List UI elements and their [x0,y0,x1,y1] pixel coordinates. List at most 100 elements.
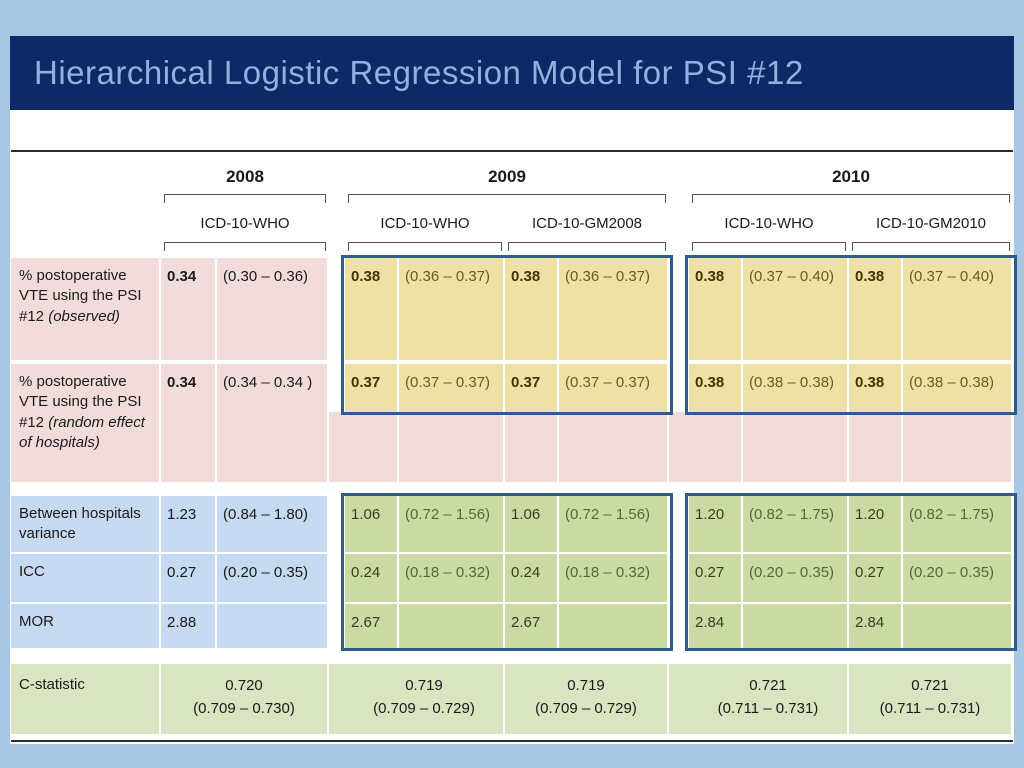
random-2010gm-ci: (0.38 – 0.38) [903,364,1013,482]
observed-2009who-est: 0.38 [345,258,399,360]
variance-2009gm-ci: (0.72 – 1.56) [559,496,669,552]
random-2008-ci: (0.34 – 0.34 ) [217,364,329,482]
icc-2010gm-est: 0.27 [849,554,903,602]
row-label-variance: Between hospitals variance [11,496,161,552]
variance-2010who-ci: (0.82 – 1.75) [743,496,849,552]
mor-2009gm-est: 2.67 [505,604,559,648]
cstat-2010gm-est: 0.721 [911,677,949,694]
cstat-2009who-est: 0.719 [405,677,443,694]
column-header-2010-who: ICD-10-WHO [724,215,814,232]
mor-2010gm-est: 2.84 [849,604,903,648]
row-label-random-effect-note: (random effect of hospitals) [19,413,145,451]
variance-2009who-ci: (0.72 – 1.56) [399,496,505,552]
icc-2008-ci: (0.20 – 0.35) [217,554,329,602]
random-2009who-ci: (0.37 – 0.37) [399,364,505,482]
observed-2010who-ci: (0.37 – 0.40) [743,258,849,360]
icc-2009who-est: 0.24 [345,554,399,602]
column-header-2010-gm: ICD-10-GM2010 [875,215,987,232]
variance-2008-est: 1.23 [161,496,217,552]
cstat-2008: 0.720 (0.709 – 0.730) [161,664,329,734]
cstat-2010who-ci: (0.711 – 0.731) [717,699,819,717]
icc-2009gm-est: 0.24 [505,554,559,602]
row-label-observed-text: % postoperative VTE using the PSI #12 [19,267,142,325]
observed-2010who-est: 0.38 [689,258,743,360]
observed-2008-ci: (0.30 – 0.36) [217,258,329,360]
column-bracket-2010-gm [852,242,1010,251]
column-header-2008-who: ICD-10-WHO [200,215,290,232]
row-gap [329,364,345,482]
results-table: 2008 2009 2010 ICD-10-WHO ICD-10-WHO ICD… [11,158,1017,734]
icc-2010gm-ci: (0.20 – 0.35) [903,554,1013,602]
mor-2009who-ci [399,604,505,648]
icc-2009gm-ci: (0.18 – 0.32) [559,554,669,602]
row-label-observed-note: (observed) [48,307,120,325]
mor-2010gm-ci [903,604,1013,648]
mor-2009who-est: 2.67 [345,604,399,648]
year-header-2008: 2008 [226,167,264,186]
row-label-c-statistic: C-statistic [11,664,161,734]
table-top-rule [11,150,1013,152]
random-2010gm-est: 0.38 [849,364,903,482]
observed-2010gm-est: 0.38 [849,258,903,360]
mor-2008-ci [217,604,329,648]
year-header-2010: 2010 [832,167,870,186]
year-bracket-2008 [164,194,326,203]
row-label-random-effect: % postoperative VTE using the PSI #12 (r… [11,364,161,482]
random-2010who-ci: (0.38 – 0.38) [743,364,849,482]
column-bracket-2008-who [164,242,326,251]
cstat-2009gm: 0.719 (0.709 – 0.729) [505,664,669,734]
cstat-2009gm-est: 0.719 [567,677,605,694]
observed-2008-est: 0.34 [161,258,217,360]
slide-content: 2008 2009 2010 ICD-10-WHO ICD-10-WHO ICD… [10,110,1017,744]
column-bracket-2009-gm [508,242,666,251]
random-2008-est: 0.34 [161,364,217,482]
year-bracket-2010 [692,194,1010,203]
variance-2010gm-ci: (0.82 – 1.75) [903,496,1013,552]
cstat-2009who-ci: (0.709 – 0.729) [373,699,475,717]
title-bar: Hierarchical Logistic Regression Model f… [10,36,1014,110]
cstat-2008-ci: (0.709 – 0.730) [193,699,295,717]
cstat-2010gm: 0.721 (0.711 – 0.731) [849,664,1013,734]
cstat-2010who-est: 0.721 [749,677,787,694]
variance-2010who-est: 1.20 [689,496,743,552]
icc-2010who-est: 0.27 [689,554,743,602]
slide-title: Hierarchical Logistic Regression Model f… [34,54,804,91]
table-bottom-rule [11,740,1013,742]
observed-2009gm-est: 0.38 [505,258,559,360]
mor-2010who-est: 2.84 [689,604,743,648]
mor-2010who-ci [743,604,849,648]
icc-2010who-ci: (0.20 – 0.35) [743,554,849,602]
row-gap [669,364,689,482]
variance-2008-ci: (0.84 – 1.80) [217,496,329,552]
row-label-icc: ICC [11,554,161,602]
variance-2009who-est: 1.06 [345,496,399,552]
c-statistic-band [11,664,1013,734]
cstat-2010who: 0.721 (0.711 – 0.731) [689,664,849,734]
row-label-mor: MOR [11,604,161,648]
cstat-2009gm-ci: (0.709 – 0.729) [535,699,637,717]
year-header-2009: 2009 [488,167,526,186]
icc-2008-est: 0.27 [161,554,217,602]
random-2009gm-ci: (0.37 – 0.37) [559,364,669,482]
random-2009gm-est: 0.37 [505,364,559,482]
cstat-2009who: 0.719 (0.709 – 0.729) [345,664,505,734]
column-bracket-2010-who [692,242,846,251]
row-label-random-effect-text: % postoperative VTE using the PSI #12 [19,373,142,431]
mor-2008-est: 2.88 [161,604,217,648]
cstat-2008-est: 0.720 [225,677,263,694]
icc-2009who-ci: (0.18 – 0.32) [399,554,505,602]
variance-2010gm-est: 1.20 [849,496,903,552]
column-bracket-2009-who [348,242,502,251]
column-header-2009-gm: ICD-10-GM2008 [531,215,643,232]
variance-2009gm-est: 1.06 [505,496,559,552]
column-header-2009-who: ICD-10-WHO [380,215,470,232]
observed-2009gm-ci: (0.36 – 0.37) [559,258,669,360]
random-2009who-est: 0.37 [345,364,399,482]
year-bracket-2009 [348,194,666,203]
observed-2009who-ci: (0.36 – 0.37) [399,258,505,360]
cstat-2010gm-ci: (0.711 – 0.731) [879,699,981,717]
random-2010who-est: 0.38 [689,364,743,482]
observed-2010gm-ci: (0.37 – 0.40) [903,258,1013,360]
row-label-observed: % postoperative VTE using the PSI #12 (o… [11,258,161,360]
